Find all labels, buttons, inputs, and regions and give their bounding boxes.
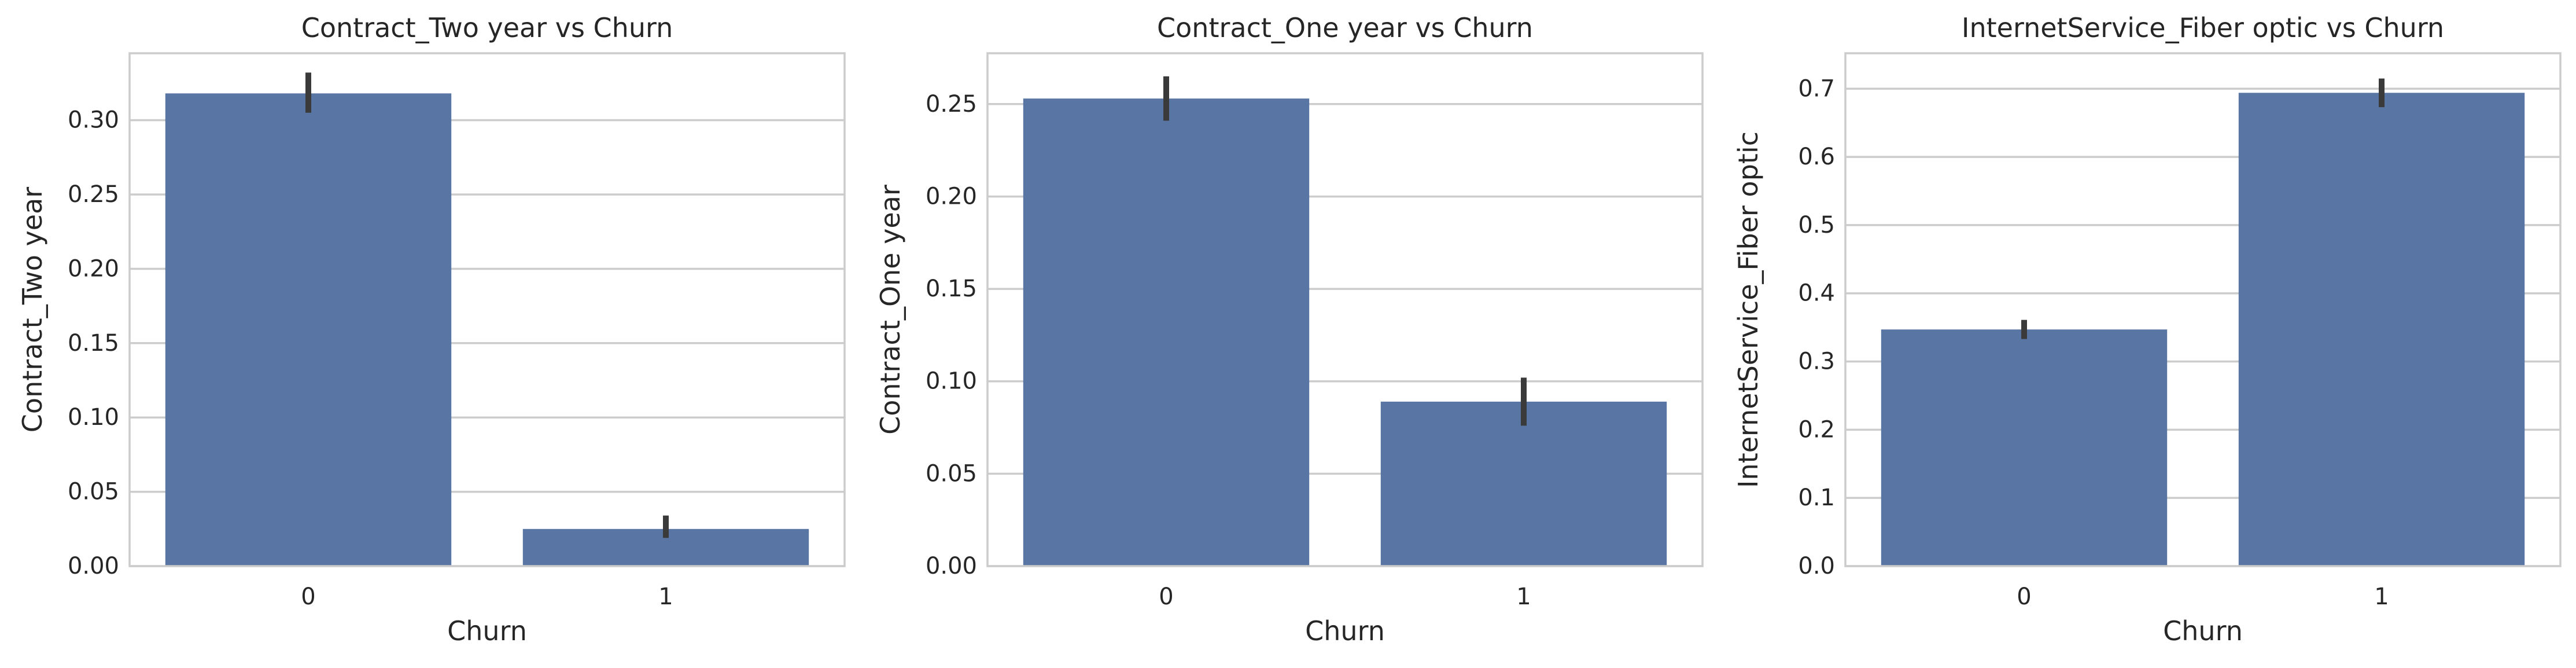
y-tick-label: 0.6 xyxy=(1798,144,1835,170)
x-tick-label: 1 xyxy=(1516,583,1531,610)
chart-panel-2: 0.00 0.05 0.10 0.15 0.20 0.25 0 1 Churn Contract_… xyxy=(875,12,1704,647)
bar-0 xyxy=(1881,329,2168,566)
y-tick-label: 0.5 xyxy=(1798,212,1835,238)
chart-panel-3: 0.0 0.1 0.2 0.3 0.4 0.5 0.6 0.7 0 1 Churn InternetS… xyxy=(1733,12,2562,647)
y-tick-label: 0.15 xyxy=(926,276,977,302)
chart-panel-1: 0.00 0.05 0.10 0.15 0.20 0.25 0.30 0 1 Churn Contr… xyxy=(17,12,846,647)
y-tick-label: 0.05 xyxy=(926,460,977,487)
y-tick-label: 0.05 xyxy=(68,479,119,505)
y-tick-label: 0.2 xyxy=(1798,416,1835,443)
chart-title: InternetService_Fiber optic vs Churn xyxy=(1962,12,2444,43)
y-tick-label: 0.10 xyxy=(926,368,977,395)
bar-1 xyxy=(2238,93,2525,567)
plot-area-frame xyxy=(128,52,846,567)
y-tick-label: 0.0 xyxy=(1798,553,1835,579)
y-axis-label: Contract_Two year xyxy=(17,187,48,432)
bar-0 xyxy=(165,93,452,567)
y-tick-label: 0.10 xyxy=(68,404,119,431)
x-axis-label: Churn xyxy=(447,615,527,647)
y-tick-label: 0.20 xyxy=(68,255,119,282)
plot-area-frame xyxy=(986,52,1704,567)
y-tick-label: 0.00 xyxy=(926,553,977,579)
y-axis-label: Contract_One year xyxy=(875,185,906,435)
y-tick-label: 0.00 xyxy=(68,553,119,579)
bar-1 xyxy=(1380,401,1667,566)
y-tick-label: 0.3 xyxy=(1798,348,1835,375)
x-tick-label: 1 xyxy=(2374,583,2389,610)
y-tick-label: 0.4 xyxy=(1798,280,1835,307)
y-tick-label: 0.25 xyxy=(926,91,977,118)
y-axis-label: InternetService_Fiber optic xyxy=(1733,131,1764,488)
x-tick-label: 0 xyxy=(301,583,315,610)
x-axis-label: Churn xyxy=(1305,615,1385,647)
y-tick-label: 0.1 xyxy=(1798,485,1835,511)
y-tick-label: 0.20 xyxy=(926,183,977,210)
bar-0 xyxy=(1023,98,1310,567)
chart-title: Contract_Two year vs Churn xyxy=(301,12,673,43)
y-tick-label: 0.30 xyxy=(68,107,119,134)
x-tick-label: 0 xyxy=(2017,583,2031,610)
y-tick-label: 0.15 xyxy=(68,330,119,357)
y-tick-label: 0.7 xyxy=(1798,75,1835,102)
x-tick-label: 1 xyxy=(658,583,673,610)
y-tick-label: 0.25 xyxy=(68,181,119,208)
x-axis-label: Churn xyxy=(2163,615,2243,647)
plot-area-frame xyxy=(1844,52,2562,567)
x-tick-label: 0 xyxy=(1159,583,1173,610)
chart-title: Contract_One year vs Churn xyxy=(1157,12,1533,43)
